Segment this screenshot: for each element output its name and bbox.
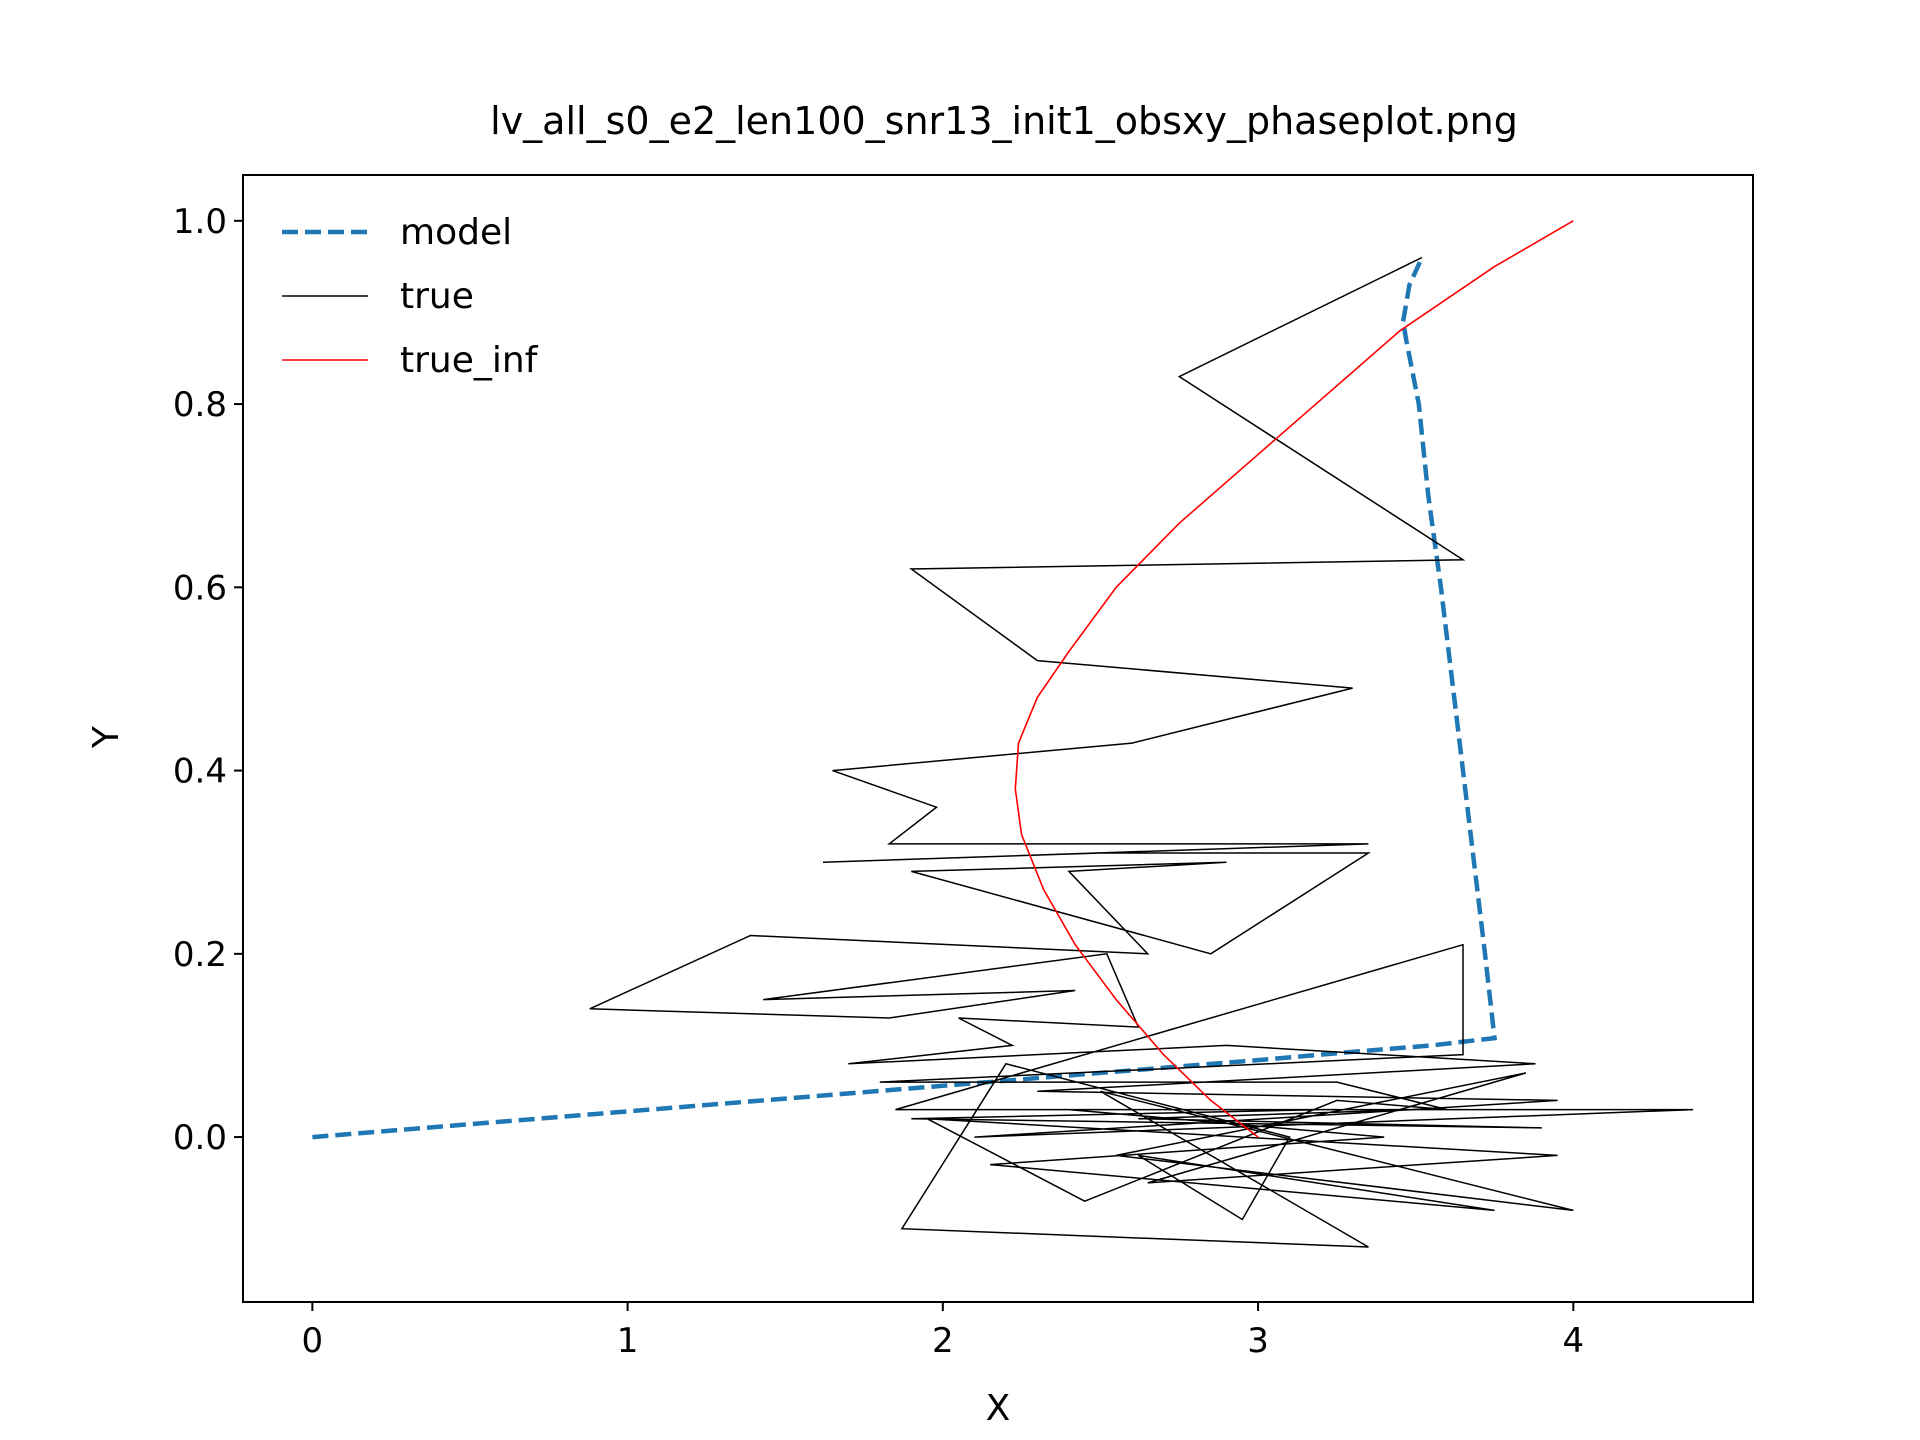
x-tick-label: 0 [302,1321,324,1361]
legend-label-true: true [400,276,474,317]
axes-frame [242,174,1754,1303]
y-tick-label: 1.0 [173,202,227,242]
legend-label-model: model [400,212,512,253]
y-axis-label: Y [86,725,127,749]
y-tick-label: 0.8 [173,385,227,425]
y-axis-ticks: 0.0 0.2 0.4 0.6 0.8 1.0 [173,202,243,1158]
x-tick-label: 2 [932,1321,954,1361]
x-tick-label: 3 [1247,1321,1269,1361]
x-tick-label: 1 [617,1321,639,1361]
y-tick-label: 0.2 [173,935,227,975]
y-tick-label: 0.4 [173,752,227,792]
x-axis-ticks: 0 1 2 3 4 [302,1302,1584,1361]
chart-title: lv_all_s0_e2_len100_snr13_init1_obsxy_ph… [490,99,1518,143]
series-line-true [589,256,1694,1248]
series-line-model [312,256,1497,1140]
x-tick-label: 4 [1562,1321,1584,1361]
y-tick-label: 0.6 [173,568,227,608]
series-line-true-inf [1014,220,1574,1138]
y-tick-label: 0.0 [173,1118,227,1158]
legend: model true true_inf [282,212,539,381]
series-layer [312,220,1694,1248]
x-axis-label: X [986,1388,1011,1429]
legend-label-true-inf: true_inf [400,340,539,381]
